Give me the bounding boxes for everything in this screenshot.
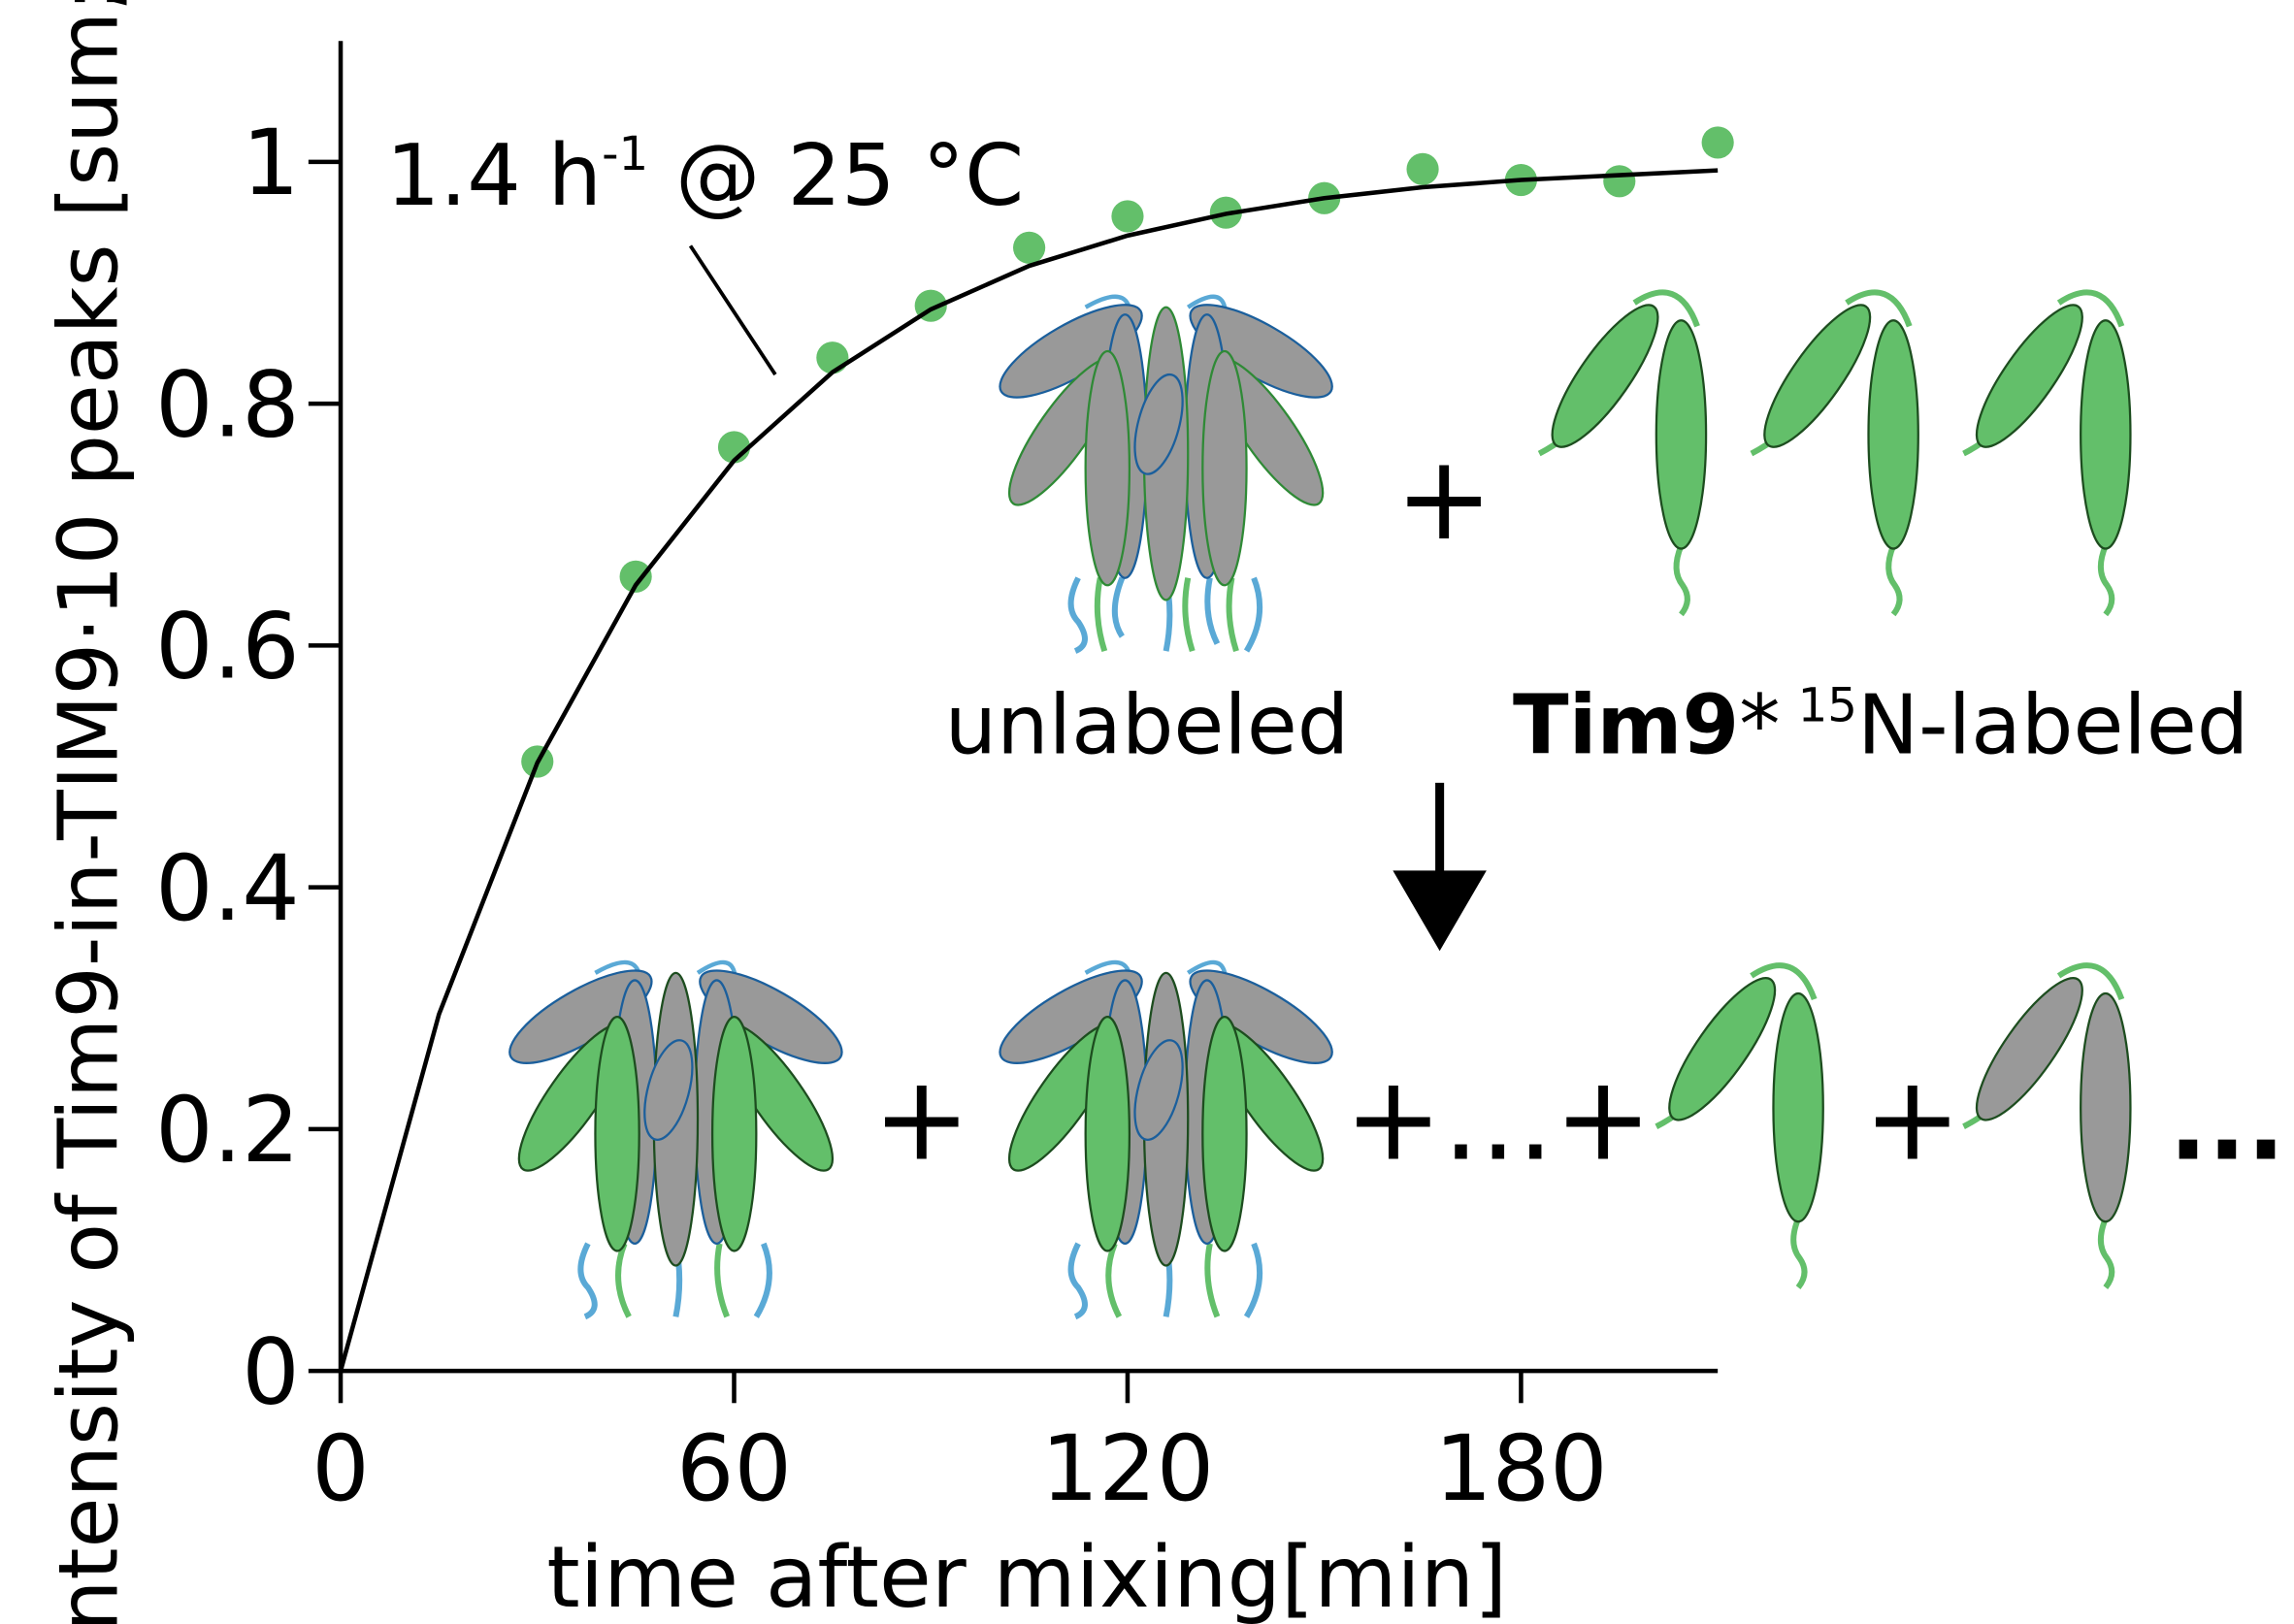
plus-dots: +...+: [1344, 1051, 1652, 1186]
fit-line: [338, 168, 1719, 1372]
rate: 1.4 h: [386, 126, 602, 225]
y-axis-label: intensity of Tim9-in-TIM9·10 peaks [sum;: [41, 0, 136, 1624]
isotope: 15: [1798, 678, 1857, 732]
y-tick-label: 0.4: [155, 836, 300, 942]
dots: ...: [2169, 1063, 2285, 1183]
x-tick-label: 0: [311, 1416, 370, 1522]
y-tick-label: 1: [242, 111, 300, 216]
x-tick-label: 120: [1041, 1416, 1214, 1522]
illustration-labels: + + +...+ + ... unlabeled Tim9* 15N-label…: [41, 0, 2285, 1624]
illustration: [498, 244, 2130, 1316]
plus: +: [1863, 1051, 1961, 1186]
y-tick-label: 0.2: [155, 1078, 300, 1184]
labeled: N-labeled: [1857, 678, 2248, 773]
y-tick-label: 0.6: [155, 595, 300, 700]
annotation: 1.4 h-1 @ 25 °C: [386, 126, 1024, 225]
plus: +: [872, 1051, 970, 1186]
data-point: [1111, 200, 1144, 233]
data-point: [1013, 231, 1046, 264]
data-point: [619, 560, 652, 593]
rate-unit: -1: [602, 127, 648, 181]
y-tick-label: 0.8: [155, 352, 300, 458]
x-tick-label: 60: [676, 1416, 792, 1522]
x-tick-label: 180: [1434, 1416, 1607, 1522]
tim9: Tim9: [1513, 678, 1739, 773]
plus: +: [1395, 431, 1493, 567]
star: *: [1739, 678, 1780, 773]
temp: @ 25 °C: [648, 126, 1024, 225]
data-point: [1603, 165, 1636, 198]
data-point: [1406, 152, 1439, 185]
x-axis-label: time after mixing[min]: [546, 1528, 1507, 1624]
unlabeled-label: unlabeled: [945, 678, 1350, 773]
data-point: [1701, 126, 1734, 159]
y-tick-label: 0: [242, 1319, 300, 1425]
labeled-label: Tim9* 15N-labeled: [1513, 678, 2248, 773]
data-point: [816, 341, 849, 374]
